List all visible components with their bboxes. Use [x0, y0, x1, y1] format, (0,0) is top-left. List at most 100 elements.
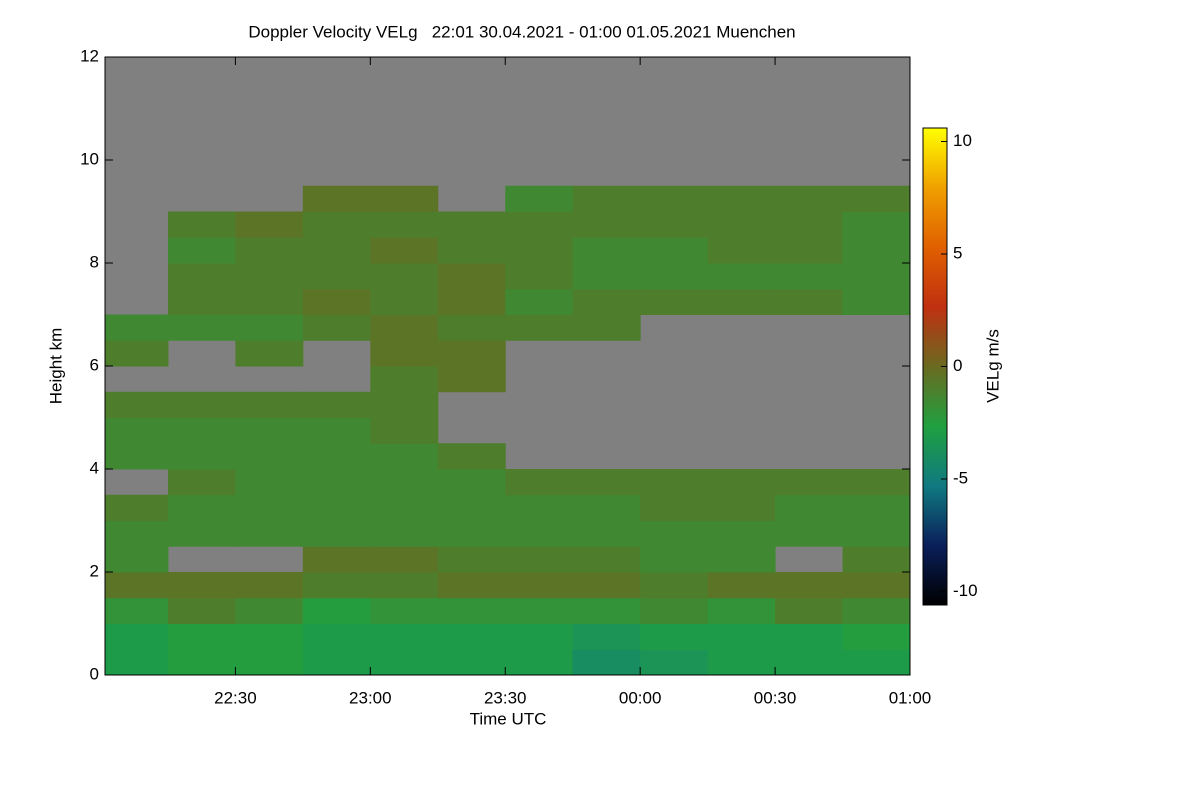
heat-cell: [105, 443, 169, 470]
y-tick-label: 12: [80, 46, 99, 65]
heat-cell: [640, 494, 709, 521]
heat-cell: [842, 288, 911, 315]
heat-cell: [707, 597, 776, 624]
colorbar-tick-label: -5: [953, 468, 968, 487]
heat-cell: [235, 443, 304, 470]
heat-cell: [640, 597, 709, 624]
heat-cell: [505, 546, 574, 573]
heat-cell: [505, 185, 574, 212]
heat-cell: [640, 649, 709, 676]
heat-cell: [640, 288, 709, 315]
heat-cell: [302, 520, 371, 547]
heat-cell: [707, 469, 776, 496]
heat-cell: [437, 288, 506, 315]
heat-cell: [572, 288, 641, 315]
heat-cell: [505, 469, 574, 496]
heat-cell: [640, 185, 709, 212]
x-tick-label: 23:00: [349, 688, 392, 707]
heat-cell: [235, 572, 304, 599]
heat-cell: [235, 314, 304, 341]
heat-cell: [370, 237, 439, 264]
heat-cell: [167, 649, 236, 676]
x-tick-label: 00:00: [619, 688, 662, 707]
heat-cell: [370, 469, 439, 496]
heat-cell: [437, 314, 506, 341]
chart-title: Doppler Velocity VELg 22:01 30.04.2021 -…: [248, 22, 795, 41]
y-tick-label: 0: [90, 664, 99, 683]
heat-cell: [707, 494, 776, 521]
heat-cell: [775, 623, 844, 650]
heat-cell: [707, 572, 776, 599]
heat-cell: [775, 597, 844, 624]
heat-cell: [235, 237, 304, 264]
heat-cell: [572, 623, 641, 650]
heat-cell: [640, 546, 709, 573]
heat-cell: [572, 314, 641, 341]
heat-cell: [640, 263, 709, 290]
heat-cell: [302, 649, 371, 676]
heat-cell: [302, 263, 371, 290]
heat-cell: [437, 340, 506, 367]
heat-cell: [437, 263, 506, 290]
heat-cell: [707, 211, 776, 238]
heat-cell: [235, 288, 304, 315]
x-axis-label: Time UTC: [470, 709, 547, 728]
heat-cell: [707, 263, 776, 290]
x-tick-label: 00:30: [754, 688, 797, 707]
heat-cell: [235, 520, 304, 547]
heat-cell: [707, 520, 776, 547]
heat-cell: [775, 469, 844, 496]
heat-cell: [842, 185, 911, 212]
heat-cell: [775, 211, 844, 238]
heat-cell: [235, 340, 304, 367]
heat-cell: [167, 494, 236, 521]
heat-cell: [707, 623, 776, 650]
heat-cell: [640, 237, 709, 264]
x-tick-label: 22:30: [214, 688, 257, 707]
heat-cell: [775, 649, 844, 676]
heat-cell: [842, 211, 911, 238]
heat-cell: [842, 597, 911, 624]
heat-cell: [437, 520, 506, 547]
heat-cell: [505, 211, 574, 238]
heat-cell: [707, 546, 776, 573]
heat-cell: [707, 237, 776, 264]
heat-cell: [167, 288, 236, 315]
heat-cell: [775, 237, 844, 264]
heat-cell: [370, 185, 439, 212]
heat-cell: [167, 314, 236, 341]
heat-cell: [707, 185, 776, 212]
heat-cell: [167, 443, 236, 470]
heat-cell: [302, 623, 371, 650]
heat-cell: [572, 546, 641, 573]
heat-cell: [775, 185, 844, 212]
heat-cell: [370, 314, 439, 341]
heat-cell: [437, 597, 506, 624]
heat-cell: [167, 597, 236, 624]
heat-cell: [775, 520, 844, 547]
heat-cell: [302, 288, 371, 315]
heat-cell: [167, 417, 236, 444]
heat-cell: [105, 572, 169, 599]
heat-cell: [842, 649, 911, 676]
heat-cell: [842, 494, 911, 521]
heat-cell: [505, 649, 574, 676]
heat-cell: [370, 417, 439, 444]
heat-cell: [640, 211, 709, 238]
heat-cell: [842, 623, 911, 650]
heat-cell: [105, 314, 169, 341]
heat-cell: [437, 649, 506, 676]
x-tick-label: 23:30: [484, 688, 527, 707]
heat-cell: [302, 597, 371, 624]
y-tick-label: 4: [90, 458, 99, 477]
colorbar-label: VELg m/s: [983, 329, 1002, 403]
heat-cell: [842, 469, 911, 496]
heat-cell: [167, 520, 236, 547]
heat-cell: [640, 623, 709, 650]
heat-cell: [370, 211, 439, 238]
y-tick-label: 6: [90, 355, 99, 374]
heat-cell: [437, 443, 506, 470]
heat-cell: [302, 314, 371, 341]
y-axis-label: Height km: [46, 328, 65, 405]
heat-cell: [437, 546, 506, 573]
